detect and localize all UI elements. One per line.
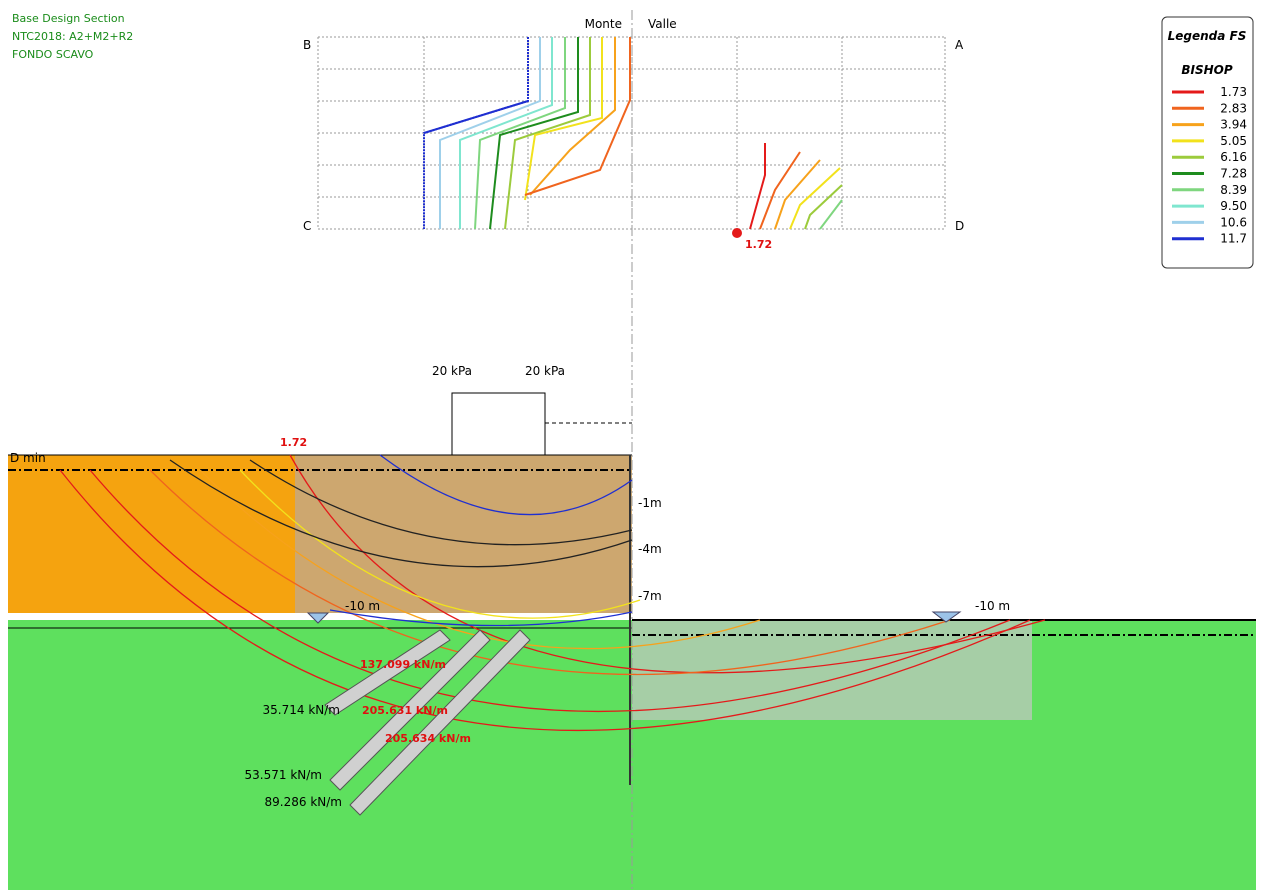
surcharge-label: 20 kPa	[432, 364, 472, 378]
surcharge	[451, 392, 632, 455]
legend-label: 1.73	[1220, 85, 1247, 99]
header-line: Base Design Section	[12, 12, 125, 25]
side-label: Valle	[648, 17, 677, 31]
contours	[423, 37, 843, 230]
header-line: NTC2018: A2+M2+R2	[12, 30, 133, 43]
corner-label: B	[303, 38, 311, 52]
header-line: FONDO SCAVO	[12, 48, 94, 61]
anchor-load: 35.714 kN/m	[263, 703, 340, 717]
legend-label: 11.7	[1220, 232, 1247, 246]
anchor-load: 89.286 kN/m	[265, 795, 342, 809]
legend-label: 10.6	[1220, 215, 1247, 229]
legend-label: 8.39	[1220, 183, 1247, 197]
corner-label: A	[955, 38, 964, 52]
legend-title: Legenda FS	[1168, 29, 1247, 43]
legend-label: 9.50	[1220, 199, 1247, 213]
dmin-label: D min	[10, 451, 46, 465]
water-marker	[306, 612, 330, 624]
legend-method: BISHOP	[1181, 63, 1232, 77]
anchor-force: 205.631 kN/m	[362, 704, 448, 717]
min-point	[732, 228, 742, 238]
min-label: 1.72	[745, 238, 772, 251]
water-label: -10 m	[345, 599, 380, 613]
water-label: -10 m	[975, 599, 1010, 613]
water-marker	[931, 611, 962, 623]
depth-label: -4m	[638, 542, 662, 556]
legend-label: 2.83	[1220, 101, 1247, 115]
anchor-force: 137.099 kN/m	[360, 658, 446, 671]
min-fs-label: 1.72	[280, 436, 307, 449]
anchor-force: 205.634 kN/m	[385, 732, 471, 745]
contour-grid	[317, 36, 946, 230]
depth-label: -7m	[638, 589, 662, 603]
legend-label: 5.05	[1220, 134, 1247, 148]
surcharge-label: 20 kPa	[525, 364, 565, 378]
anchor-load: 53.571 kN/m	[245, 768, 322, 782]
legend-label: 3.94	[1220, 118, 1247, 132]
anchors	[324, 629, 531, 816]
legend-entries: 1.73 2.83 3.94 5.05 6.16 7.28 8.39 9.50 10.6 11.7	[1172, 85, 1247, 246]
slip-surfaces	[59, 454, 1046, 731]
corner-label: D	[955, 219, 964, 233]
side-label: Monte	[585, 17, 622, 31]
legend-label: 6.16	[1220, 150, 1247, 164]
legend-label: 7.28	[1220, 167, 1247, 181]
corner-label: C	[303, 219, 311, 233]
depth-label: -1m	[638, 496, 662, 510]
